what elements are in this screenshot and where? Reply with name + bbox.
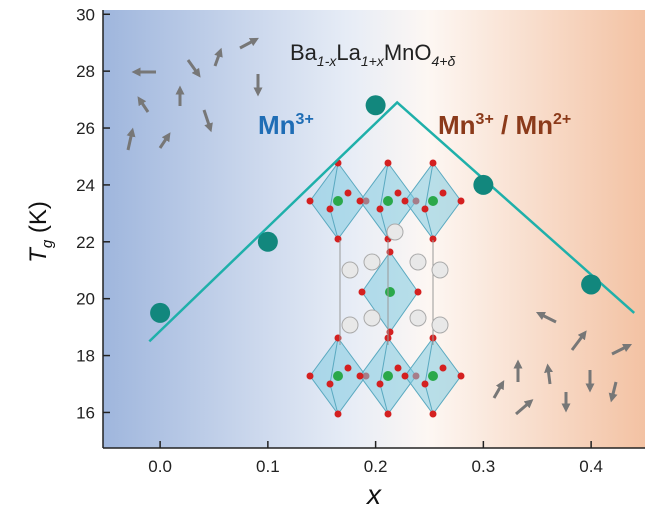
y-tick-label: 26 [76, 119, 95, 138]
la-ba-atom [410, 310, 426, 326]
chart: Ba1-xLa1+xMnO4+δ Mn3+ Mn3+ / Mn2+ x Tg (… [0, 0, 652, 516]
annotation-part: Mn [438, 110, 476, 140]
data-point [581, 274, 601, 294]
o-atom [359, 289, 366, 296]
mn-atom [333, 371, 343, 381]
o-atom [402, 198, 409, 205]
mn-atom [383, 196, 393, 206]
o-atom [377, 381, 384, 388]
o-atom [377, 206, 384, 213]
la-ba-atom [364, 310, 380, 326]
o-atom [458, 373, 465, 380]
formula-subscript: 1-x [317, 53, 337, 69]
formula-subscript: 4+δ [432, 53, 456, 69]
y-tick-label: 20 [76, 290, 95, 309]
annotation-part: Mn [258, 110, 296, 140]
o-atom [345, 365, 352, 372]
y-tick-label: 16 [76, 403, 95, 422]
o-atom [422, 206, 429, 213]
la-ba-atom [387, 224, 403, 240]
data-point [258, 232, 278, 252]
o-atom [430, 160, 437, 167]
mn-atom [333, 196, 343, 206]
x-tick-label: 0.4 [579, 457, 603, 476]
o-atom [385, 411, 392, 418]
o-atom [307, 373, 314, 380]
la-ba-atom [410, 254, 426, 270]
la-ba-atom [432, 317, 448, 333]
y-tick-label: 18 [76, 347, 95, 366]
o-atom [395, 190, 402, 197]
x-tick-label: 0.2 [364, 457, 388, 476]
o-atom [440, 190, 447, 197]
mn-atom [385, 287, 395, 297]
o-atom [327, 206, 334, 213]
mn-atom [428, 371, 438, 381]
data-point [473, 175, 493, 195]
o-atom [345, 190, 352, 197]
annotation-part: / Mn [494, 110, 553, 140]
x-tick-label: 0.1 [256, 457, 280, 476]
o-atom [357, 373, 364, 380]
o-atom [458, 198, 465, 205]
annotation-right: Mn3+ / Mn2+ [438, 110, 571, 140]
annotation-superscript: 3+ [476, 111, 494, 128]
mn-atom [428, 196, 438, 206]
o-atom [422, 381, 429, 388]
formula-part: Ba [290, 40, 318, 65]
formula-subscript: 1+x [361, 53, 385, 69]
spin-arrow [548, 368, 550, 384]
o-atom [307, 198, 314, 205]
data-point [366, 95, 386, 115]
formula-part: MnO [384, 40, 432, 65]
y-tick-label: 24 [76, 176, 95, 195]
o-atom [415, 289, 422, 296]
x-axis-label: x [365, 479, 382, 510]
y-axis-label: Tg (K) [25, 201, 56, 263]
o-atom [357, 198, 364, 205]
formula-part: La [336, 40, 361, 65]
la-ba-atom [432, 262, 448, 278]
la-ba-atom [342, 317, 358, 333]
o-atom [327, 381, 334, 388]
o-atom [430, 411, 437, 418]
annotation-superscript: 3+ [296, 111, 314, 128]
annotation-superscript: 2+ [553, 111, 571, 128]
la-ba-atom [364, 254, 380, 270]
x-tick-label: 0.3 [472, 457, 496, 476]
y-label-part: (K) [25, 201, 52, 240]
y-tick-label: 22 [76, 233, 95, 252]
y-tick-label: 28 [76, 62, 95, 81]
x-tick-label: 0.0 [148, 457, 172, 476]
o-atom [440, 365, 447, 372]
o-atom [335, 411, 342, 418]
o-atom [395, 365, 402, 372]
o-atom [402, 373, 409, 380]
mn-atom [383, 371, 393, 381]
o-atom [385, 160, 392, 167]
data-point [150, 303, 170, 323]
y-tick-label: 30 [76, 5, 95, 24]
la-ba-atom [342, 262, 358, 278]
